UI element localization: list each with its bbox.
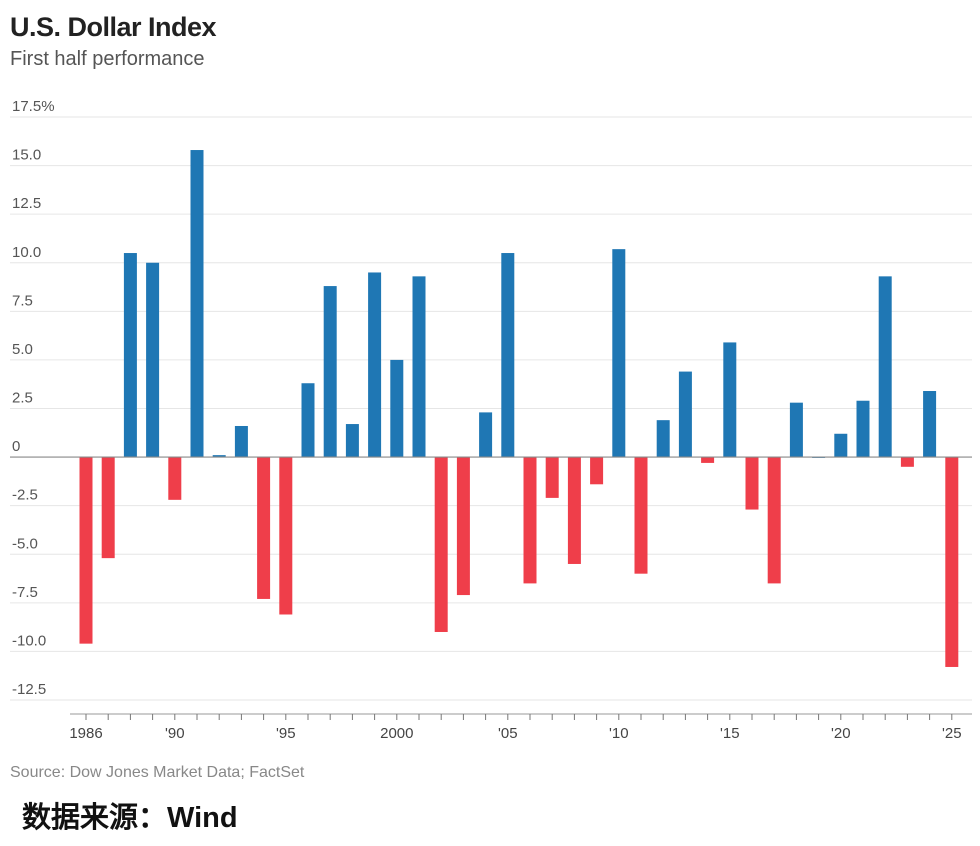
gridlines [10, 116, 972, 701]
y-tick-label: 0 [12, 438, 20, 455]
x-tick-label: '95 [276, 725, 296, 742]
y-tick-label: 17.5% [12, 98, 55, 115]
bar-1997 [323, 286, 337, 458]
bar-2020 [834, 433, 848, 458]
bar-2017 [767, 457, 781, 584]
bar-1999 [368, 272, 382, 458]
bars [79, 150, 959, 667]
bar-1986 [79, 457, 93, 644]
bar-2012 [656, 420, 670, 458]
bar-1993 [234, 425, 248, 458]
x-tick-label: '15 [720, 725, 740, 742]
bar-1995 [279, 457, 293, 615]
source-note: Source: Dow Jones Market Data; FactSet [10, 764, 305, 781]
y-tick-label: 7.5 [12, 292, 33, 309]
bar-2011 [634, 457, 648, 574]
bar-1987 [101, 457, 115, 559]
bar-2023 [900, 457, 914, 467]
bar-1988 [123, 253, 137, 458]
bar-2010 [612, 249, 626, 458]
bar-2021 [856, 400, 870, 458]
bar-1990 [168, 457, 182, 500]
bar-2007 [545, 457, 559, 498]
x-tick-label: '25 [942, 725, 962, 742]
y-tick-label: -12.5 [12, 681, 46, 698]
y-tick-label: 15.0 [12, 147, 41, 164]
bar-2009 [590, 457, 604, 485]
bar-2013 [678, 371, 692, 458]
x-tick-label: 2000 [380, 725, 413, 742]
bar-1992 [212, 455, 226, 458]
bar-2006 [523, 457, 537, 584]
axes: 17.5% 15.0 12.5 10.0 7.5 5.0 2.5 0 -2.5 -5.0 -7.5 -… [10, 98, 972, 742]
y-tick-label: 2.5 [12, 390, 33, 407]
bar-2022 [878, 276, 892, 458]
bar-1989 [146, 262, 160, 458]
bar-2003 [456, 457, 470, 596]
y-tick-label: -10.0 [12, 632, 46, 649]
bar-2008 [567, 457, 581, 564]
x-tick-label: '20 [831, 725, 851, 742]
data-source-label: 数据来源：Wind [22, 802, 238, 834]
bar-2005 [501, 253, 515, 458]
y-tick-label: 12.5 [12, 195, 41, 212]
bar-2024 [923, 391, 937, 458]
y-tick-label: 10.0 [12, 244, 41, 261]
bar-1991 [190, 150, 204, 458]
chart-subtitle: First half performance [10, 48, 205, 70]
x-tick-label: 1986 [69, 725, 102, 742]
y-tick-label: -7.5 [12, 584, 38, 601]
y-tick-label: -2.5 [12, 487, 38, 504]
bar-1996 [301, 383, 315, 458]
bar-2016 [745, 457, 759, 510]
bar-chart: 17.5% 15.0 12.5 10.0 7.5 5.0 2.5 0 -2.5 -5.0 -7.5 -… [10, 98, 972, 742]
bar-1998 [345, 424, 359, 458]
x-tick-label: '90 [165, 725, 185, 742]
bar-2001 [412, 276, 426, 458]
bar-2004 [479, 412, 493, 458]
x-tick-label: '10 [609, 725, 629, 742]
bar-2018 [789, 402, 803, 458]
y-tick-label: 5.0 [12, 341, 33, 358]
bar-2014 [701, 457, 715, 463]
bar-2002 [434, 457, 448, 632]
bar-2015 [723, 342, 737, 458]
bar-2025 [945, 457, 959, 667]
chart-title: U.S. Dollar Index [10, 12, 217, 42]
x-tick-label: '05 [498, 725, 518, 742]
y-tick-label: -5.0 [12, 535, 38, 552]
bar-1994 [257, 457, 271, 599]
bar-2000 [390, 359, 404, 458]
